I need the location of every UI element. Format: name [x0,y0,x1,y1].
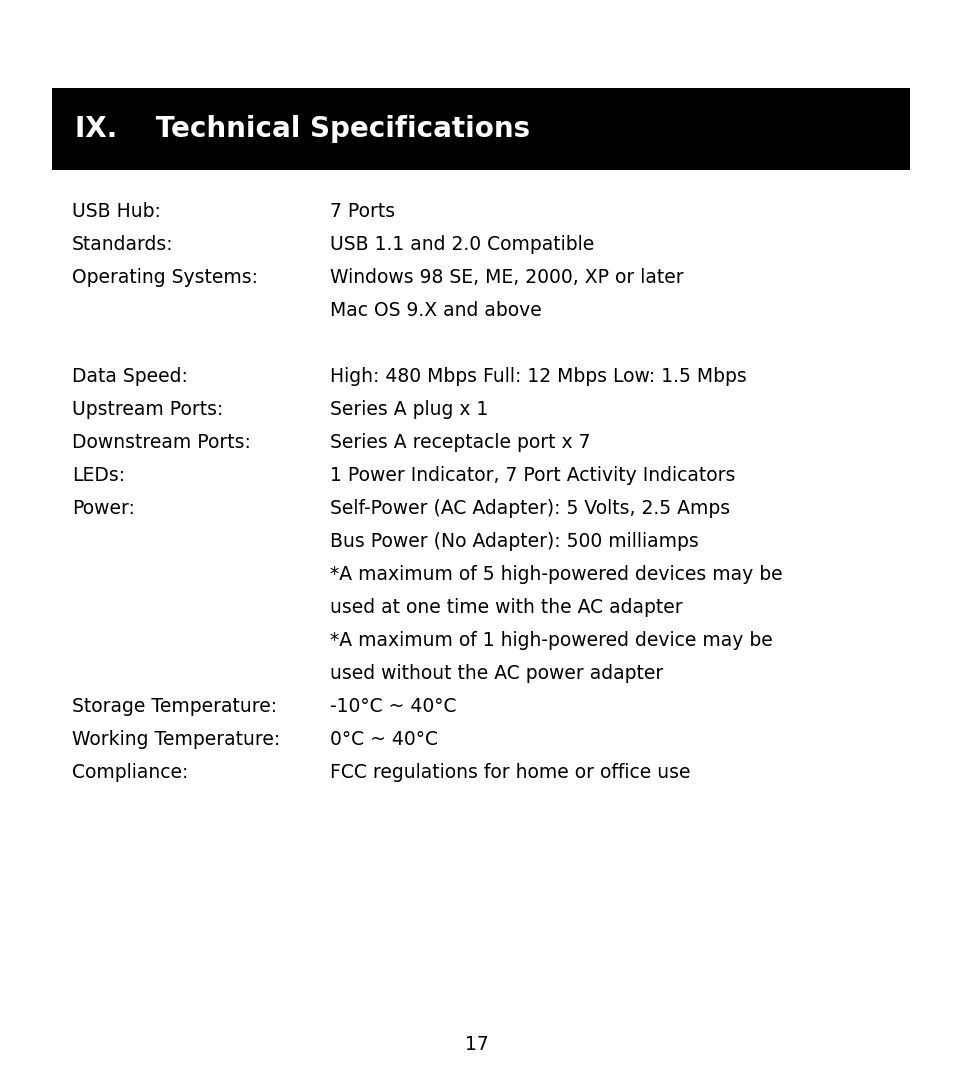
Text: Downstream Ports:: Downstream Ports: [71,433,251,452]
Text: Windows 98 SE, ME, 2000, XP or later: Windows 98 SE, ME, 2000, XP or later [330,268,683,287]
Text: used at one time with the AC adapter: used at one time with the AC adapter [330,598,682,616]
Text: Upstream Ports:: Upstream Ports: [71,400,223,419]
Text: 1 Power Indicator, 7 Port Activity Indicators: 1 Power Indicator, 7 Port Activity Indic… [330,466,735,485]
Text: 0°C ~ 40°C: 0°C ~ 40°C [330,730,437,749]
Text: -10°C ~ 40°C: -10°C ~ 40°C [330,697,456,716]
Text: Working Temperature:: Working Temperature: [71,730,280,749]
Text: Compliance:: Compliance: [71,763,188,782]
Text: Series A plug x 1: Series A plug x 1 [330,400,488,419]
Text: 7 Ports: 7 Ports [330,202,395,221]
Text: USB Hub:: USB Hub: [71,202,161,221]
Text: *A maximum of 5 high-powered devices may be: *A maximum of 5 high-powered devices may… [330,565,781,584]
Text: Self-Power (AC Adapter): 5 Volts, 2.5 Amps: Self-Power (AC Adapter): 5 Volts, 2.5 Am… [330,499,729,518]
Text: 17: 17 [465,1035,488,1054]
Text: Mac OS 9.X and above: Mac OS 9.X and above [330,301,541,320]
Text: used without the AC power adapter: used without the AC power adapter [330,664,662,683]
Bar [52,88,909,170]
Text: Standards:: Standards: [71,235,173,253]
Text: LEDs:: LEDs: [71,466,125,485]
Text: Bus Power (No Adapter): 500 milliamps: Bus Power (No Adapter): 500 milliamps [330,532,698,551]
Text: FCC regulations for home or office use: FCC regulations for home or office use [330,763,690,782]
Text: Series A receptacle port x 7: Series A receptacle port x 7 [330,433,590,452]
Text: High: 480 Mbps Full: 12 Mbps Low: 1.5 Mbps: High: 480 Mbps Full: 12 Mbps Low: 1.5 Mb… [330,367,746,386]
Text: USB 1.1 and 2.0 Compatible: USB 1.1 and 2.0 Compatible [330,235,594,253]
Text: Data Speed:: Data Speed: [71,367,188,386]
Text: Power:: Power: [71,499,134,518]
Text: *A maximum of 1 high-powered device may be: *A maximum of 1 high-powered device may … [330,632,772,650]
Text: Operating Systems:: Operating Systems: [71,268,257,287]
Text: IX.    Technical Specifications: IX. Technical Specifications [75,115,530,143]
Text: Storage Temperature:: Storage Temperature: [71,697,276,716]
